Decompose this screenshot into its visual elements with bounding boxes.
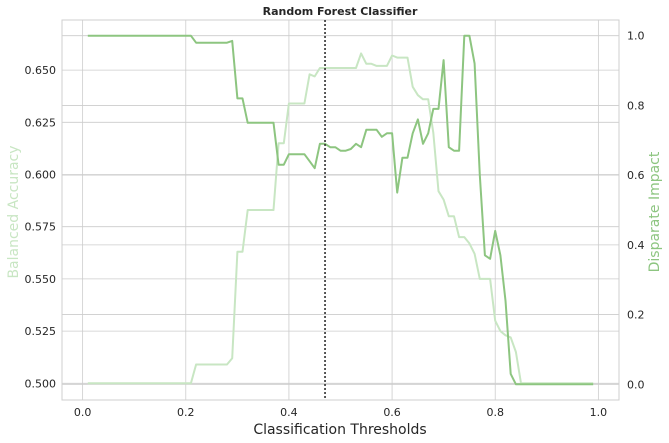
chart-title: Random Forest Classifier <box>263 5 418 18</box>
x-tick-label: 0.4 <box>280 406 298 419</box>
y-axis-right-label: Disparate Impact <box>647 151 663 272</box>
y-left-tick-label: 0.525 <box>25 325 57 338</box>
y-right-tick-label: 0.0 <box>627 378 645 391</box>
y-left-tick-label: 0.500 <box>25 377 57 390</box>
y-left-tick-label: 0.650 <box>25 64 57 77</box>
x-tick-label: 0.6 <box>383 406 401 419</box>
y-left-tick-label: 0.600 <box>25 169 57 182</box>
y-right-tick-label: 0.6 <box>627 169 645 182</box>
y-right-tick-label: 0.4 <box>627 239 645 252</box>
plot-frame <box>61 19 620 401</box>
x-tick-label: 1.0 <box>590 406 608 419</box>
x-tick-label: 0.0 <box>74 406 92 419</box>
balanced-accuracy-line <box>87 52 594 385</box>
y-right-tick-label: 0.2 <box>627 309 645 322</box>
disparate-impact-line <box>87 34 594 386</box>
series-layer <box>87 34 594 386</box>
x-axis-label: Classification Thresholds <box>253 422 426 438</box>
y-right-tick-label: 0.8 <box>627 99 645 112</box>
tick-labels: 0.0 0.2 0.4 0.6 0.8 1.0 0.500 0.525 0.550 0.575 0.… <box>25 30 645 419</box>
x-tick-label: 0.8 <box>486 406 504 419</box>
y-left-tick-label: 0.575 <box>25 221 57 234</box>
y-left-tick-label: 0.625 <box>25 116 57 129</box>
y-left-tick-label: 0.550 <box>25 273 57 286</box>
x-tick-label: 0.2 <box>177 406 195 419</box>
y-axis-left-label: Balanced Accuracy <box>6 145 22 278</box>
y-right-tick-label: 1.0 <box>627 30 645 43</box>
gridlines <box>62 20 619 400</box>
